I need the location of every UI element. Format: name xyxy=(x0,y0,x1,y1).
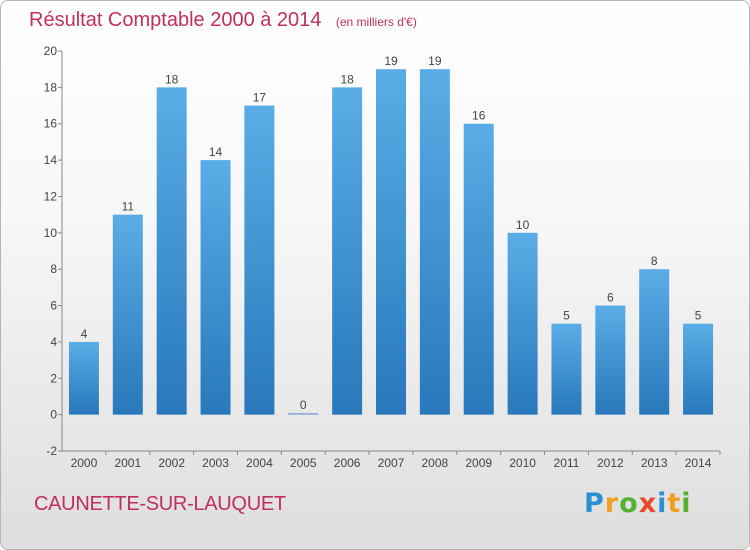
bar-2005 xyxy=(288,413,319,415)
chart-title: Résultat Comptable 2000 à 2014 (en milli… xyxy=(29,9,417,31)
data-label-2009: 16 xyxy=(472,109,486,123)
bar-2013 xyxy=(639,269,670,415)
data-label-2014: 5 xyxy=(695,309,702,323)
y-tick-label: 18 xyxy=(44,80,58,94)
bar-2003 xyxy=(200,160,231,415)
bar-2012 xyxy=(595,305,626,415)
proxiti-logo: Proxiti xyxy=(584,488,692,519)
data-label-2007: 19 xyxy=(384,54,398,68)
data-label-2013: 8 xyxy=(651,254,658,268)
data-label-2006: 18 xyxy=(340,72,354,86)
x-tick-label: 2009 xyxy=(465,456,492,470)
logo-letter: x xyxy=(638,488,658,519)
y-tick-label: 2 xyxy=(50,371,57,385)
bar-2008 xyxy=(419,69,450,415)
x-tick-label: 2003 xyxy=(202,456,229,470)
bar-2011 xyxy=(551,323,582,415)
x-tick-label: 2011 xyxy=(554,456,580,470)
x-tick-label: 2006 xyxy=(334,456,361,470)
data-label-2010: 10 xyxy=(516,218,530,232)
x-axis: 2000 2001 2002 2003 2004 2005 2006 2007 2008 2009… xyxy=(62,450,721,470)
bar-2009 xyxy=(463,123,494,415)
x-tick-label: 2001 xyxy=(114,456,141,470)
y-tick-label: 20 xyxy=(44,44,58,58)
x-tick-label: 2007 xyxy=(378,456,405,470)
y-tick-label: 10 xyxy=(44,226,58,240)
x-tick-label: 2004 xyxy=(246,456,273,470)
bar-2007 xyxy=(376,69,406,415)
chart-title-text: Résultat Comptable 2000 à 2014 xyxy=(29,9,321,31)
x-tick-label: 2012 xyxy=(597,456,624,470)
x-tick-label: 2005 xyxy=(290,456,317,470)
logo-letter: i xyxy=(681,488,692,519)
logo-letter: i xyxy=(657,488,668,519)
data-label-2011: 5 xyxy=(563,309,570,323)
y-tick-label: 4 xyxy=(50,335,57,349)
bar-2004 xyxy=(244,105,275,415)
chart-unit: (en milliers d'€) xyxy=(336,15,417,29)
data-label-2012: 6 xyxy=(607,291,614,305)
bar-2010 xyxy=(507,232,538,415)
bar-2001 xyxy=(112,214,143,415)
logo-letter: r xyxy=(604,488,620,519)
x-tick-label: 2013 xyxy=(641,456,668,470)
bar-2006 xyxy=(332,87,363,415)
x-tick-label: 2014 xyxy=(685,456,712,470)
data-label-2002: 18 xyxy=(165,72,179,86)
logo-letter: P xyxy=(584,488,605,519)
x-tick-label: 2008 xyxy=(422,456,449,470)
y-tick-label: -2 xyxy=(46,444,57,458)
bars xyxy=(68,69,714,415)
data-label-2004: 17 xyxy=(253,91,267,105)
logo-letter: o xyxy=(619,488,639,519)
x-tick-label: 2010 xyxy=(509,456,536,470)
x-tick-label: 2002 xyxy=(158,456,185,470)
y-tick-label: 14 xyxy=(44,153,58,167)
data-label-2003: 14 xyxy=(209,145,223,159)
x-tick-label: 2000 xyxy=(71,456,98,470)
y-tick-label: 16 xyxy=(44,117,58,131)
y-tick-label: 8 xyxy=(50,262,57,276)
data-label-2001: 11 xyxy=(122,200,135,214)
y-tick-label: 6 xyxy=(50,299,57,313)
bar-2014 xyxy=(683,323,714,415)
town-name: CAUNETTE-SUR-LAUQUET xyxy=(34,493,286,515)
bar-2000 xyxy=(68,341,99,415)
logo-letter: t xyxy=(667,488,682,519)
bar-2002 xyxy=(156,87,187,415)
y-tick-label: 12 xyxy=(44,189,58,203)
data-label-2005: 0 xyxy=(300,398,307,412)
data-labels: 4 11 18 14 17 0 18 19 19 16 10 5 6 8 5 xyxy=(81,54,702,412)
y-tick-label: 0 xyxy=(50,408,57,422)
data-label-2000: 4 xyxy=(81,327,88,341)
y-axis: -2 0 2 4 6 8 10 12 14 16 18 20 xyxy=(44,44,63,458)
data-label-2008: 19 xyxy=(428,54,442,68)
